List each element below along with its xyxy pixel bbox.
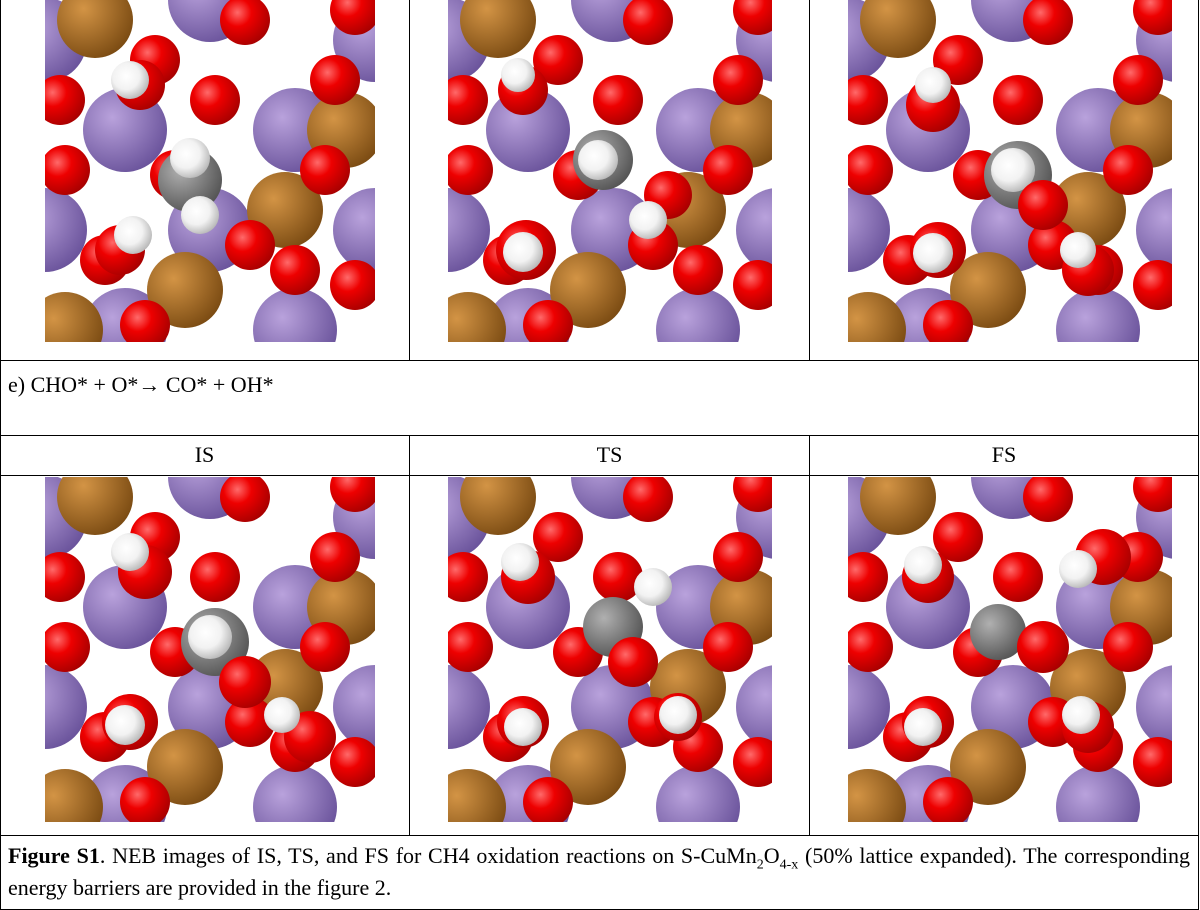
structure-image bbox=[45, 477, 375, 832]
structure-image bbox=[45, 0, 375, 342]
column-header: FS bbox=[810, 438, 1198, 472]
structure-image bbox=[848, 477, 1172, 832]
caption-text: O bbox=[764, 843, 780, 868]
column-header: TS bbox=[410, 438, 809, 472]
border bbox=[809, 0, 810, 360]
border bbox=[409, 435, 410, 835]
caption-label: Figure S1 bbox=[8, 843, 100, 868]
column-header: IS bbox=[0, 438, 409, 472]
border bbox=[809, 435, 810, 835]
border bbox=[409, 0, 410, 360]
caption-subscript: 4-x bbox=[780, 857, 799, 872]
page: e) CHO* + O*→ CO* + OH* IS TS FS Figure … bbox=[0, 0, 1200, 910]
caption: Figure S1. NEB images of IS, TS, and FS … bbox=[8, 840, 1190, 904]
border bbox=[0, 835, 1199, 836]
structure-image bbox=[848, 0, 1172, 342]
border bbox=[0, 475, 1199, 476]
border bbox=[1198, 0, 1199, 910]
caption-subscript: 2 bbox=[757, 857, 764, 872]
section-label: e) CHO* + O*→ CO* + OH* bbox=[8, 370, 274, 400]
structure-image bbox=[448, 0, 772, 342]
border bbox=[0, 435, 1199, 436]
caption-text: . NEB images of IS, TS, and FS for CH4 o… bbox=[100, 843, 757, 868]
structure-image bbox=[448, 477, 772, 832]
border bbox=[0, 360, 1199, 361]
